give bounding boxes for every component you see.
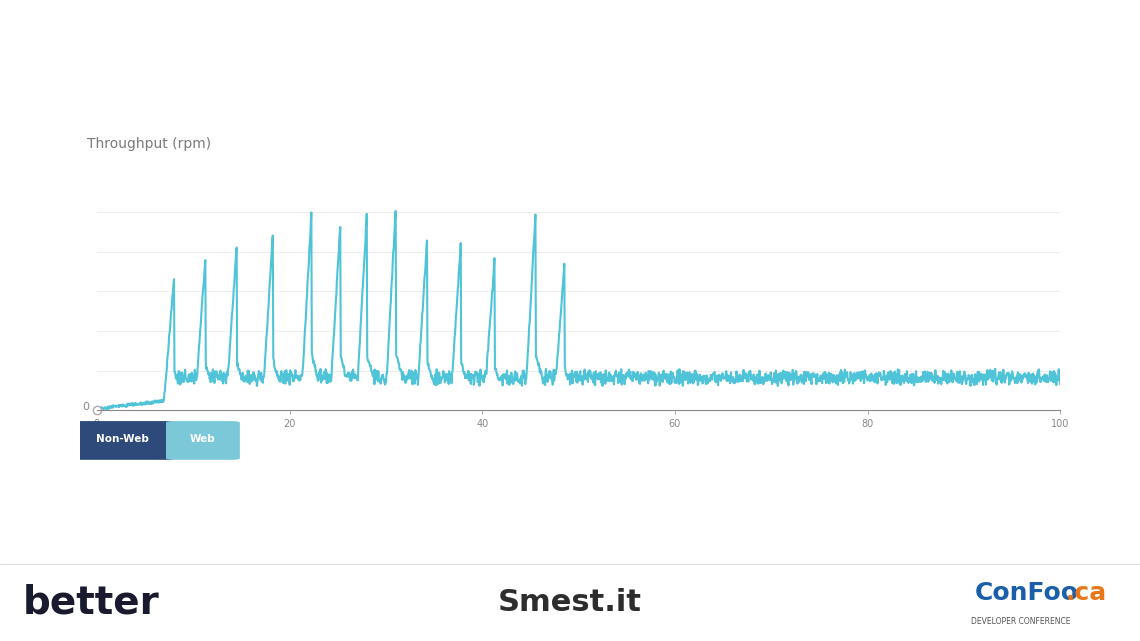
- Text: ConFoo: ConFoo: [975, 581, 1078, 605]
- Text: Web: Web: [190, 433, 215, 444]
- Text: Non-Web: Non-Web: [97, 433, 149, 444]
- FancyBboxPatch shape: [166, 421, 239, 460]
- Text: Smest.it: Smest.it: [498, 588, 642, 617]
- FancyBboxPatch shape: [72, 421, 174, 460]
- Text: Throughput (rpm): Throughput (rpm): [87, 137, 211, 151]
- Text: .ca: .ca: [1066, 581, 1107, 605]
- Text: 0: 0: [82, 403, 89, 412]
- Text: DEVELOPER CONFERENCE: DEVELOPER CONFERENCE: [970, 617, 1070, 626]
- Text: How do SmokeTests work?: How do SmokeTests work?: [692, 24, 1106, 53]
- Text: better: better: [23, 583, 160, 622]
